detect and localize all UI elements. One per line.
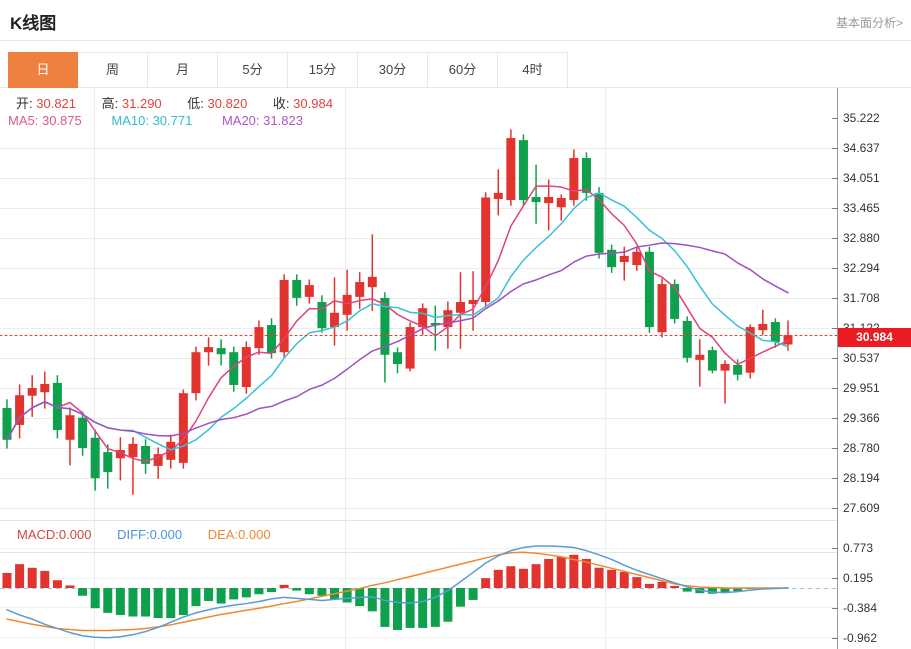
period-tabs: 日 周 月 5分 15分 30分 60分 4时 — [8, 52, 568, 88]
fundamental-analysis-link[interactable]: 基本面分析> — [835, 16, 903, 30]
tab-5min[interactable]: 5分 — [218, 52, 288, 87]
y-axis-label: 28.194 — [843, 471, 880, 485]
y-axis-label: 28.780 — [843, 441, 880, 455]
tab-4hour[interactable]: 4时 — [498, 52, 568, 87]
close-value: 30.984 — [293, 96, 333, 111]
header: K线图 基本面分析> — [0, 0, 911, 40]
y-axis-label: 29.366 — [843, 411, 880, 425]
ma20-label: MA20: — [221, 113, 260, 128]
tab-15min[interactable]: 15分 — [288, 52, 358, 87]
ohlc-bar: 开: 30.821 高: 31.290 低: 30.820 收: 30.984 — [16, 93, 355, 112]
y-axis-label: 31.708 — [843, 291, 880, 305]
close-label: 收: — [272, 96, 290, 111]
ma5-label: MA5: — [8, 113, 39, 128]
y-axis-label: 35.222 — [843, 111, 880, 125]
tabrow-border — [0, 87, 911, 88]
ma-bar: MA5: 30.875 MA10: 30.771 MA20: 31.823 — [8, 113, 303, 128]
y-axis-label: -0.962 — [843, 631, 878, 645]
title-divider — [0, 40, 911, 41]
current-price-tag: 30.984 — [838, 328, 911, 347]
y-axis-label: 0.773 — [843, 541, 874, 555]
y-axis-label: 30.537 — [843, 351, 880, 365]
macd-legend: MACD:0.000 DIFF:0.000 DEA:0.000 — [17, 527, 271, 542]
dea-label: DEA: — [207, 527, 239, 542]
tab-30min[interactable]: 30分 — [358, 52, 428, 87]
tab-month[interactable]: 月 — [148, 52, 218, 87]
open-label: 开: — [16, 96, 33, 111]
ma20-value: 31.823 — [263, 113, 303, 128]
y-axis-label: 32.294 — [843, 261, 880, 275]
y-axis-label: 32.880 — [843, 231, 880, 245]
low-label: 低: — [187, 96, 204, 111]
diff-value: 0.000 — [149, 527, 183, 542]
y-axis-label: 34.051 — [843, 171, 880, 185]
y-axis-label: 0.195 — [843, 571, 874, 585]
dea-value: 0.000 — [238, 527, 271, 542]
ma5-value: 30.875 — [41, 113, 82, 128]
diff-label: DIFF: — [117, 527, 150, 542]
ma10-value: 30.771 — [152, 113, 193, 128]
tab-60min[interactable]: 60分 — [428, 52, 498, 87]
macd-label: MACD: — [17, 527, 59, 542]
ma10-label: MA10: — [111, 113, 149, 128]
tab-day[interactable]: 日 — [8, 52, 78, 88]
low-value: 30.820 — [207, 96, 248, 111]
y-axis-label: -0.384 — [843, 601, 878, 615]
high-value: 31.290 — [121, 96, 162, 111]
y-axis-label: 34.637 — [843, 141, 880, 155]
tab-week[interactable]: 周 — [78, 52, 148, 87]
high-label: 高: — [101, 96, 119, 111]
page-title: K线图 — [10, 14, 57, 33]
y-axis-label: 27.609 — [843, 501, 880, 515]
open-value: 30.821 — [36, 96, 77, 111]
y-axis-label: 33.465 — [843, 201, 880, 215]
macd-value: 0.000 — [58, 527, 92, 542]
y-axis-label: 29.951 — [843, 381, 880, 395]
